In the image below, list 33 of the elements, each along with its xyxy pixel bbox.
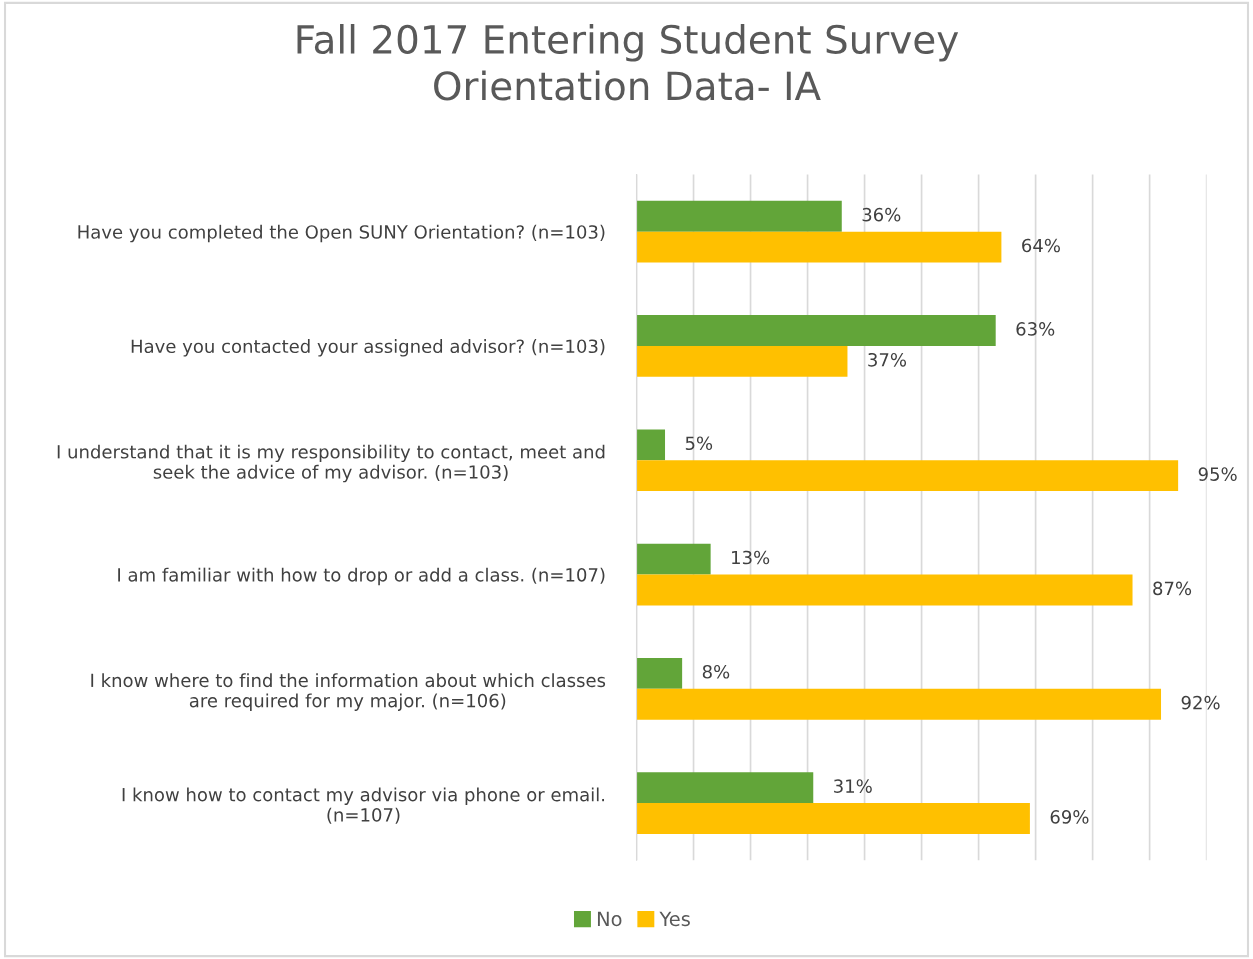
y-tick-label: I know where to find the information about which classes are required for my major. (n=106) [91,673,606,711]
bar [636,803,1030,834]
data-label: 63% [1016,322,1055,336]
data-label: 37% [868,352,907,367]
data-label: 64% [1022,238,1060,253]
legend-label: No [597,911,622,927]
bar [636,315,996,346]
y-tick-label: I know how to contact my advisor via phone or email. (n=107) [122,787,605,824]
bar [636,429,666,461]
y-tick-label: Have you completed the Open SUNY Orientation? (n=103) [78,224,605,243]
data-label: 95% [1198,467,1237,481]
y-tick-label: I understand that it is my responsibility to contact, meet and seek the advice of my advisor. (n=103) [57,444,605,483]
bar [636,231,1002,263]
bar [636,345,848,377]
bar [636,574,1133,606]
data-label: 69% [1050,810,1089,824]
data-label: 87% [1153,581,1192,596]
bar [636,200,842,232]
y-tick-label: Have you contacted your assigned advisor? (n=103) [131,339,605,357]
bar [636,772,814,804]
data-label: 36% [862,207,901,222]
y-tick-label: I am familiar with how to drop or add a class. (n=107) [118,567,605,586]
bar [636,460,1179,492]
chart-title: Fall 2017 Entering Student Survey Orientation Data- IA [297,23,959,101]
data-label: 8% [702,664,730,679]
bar [636,657,683,689]
bar [636,688,1162,720]
data-label: 31% [834,779,872,793]
data-label: 92% [1181,695,1220,710]
data-label: 5% [685,436,713,451]
legend-label: Yes [659,911,690,927]
bar [636,543,711,575]
data-label: 13% [732,550,770,565]
